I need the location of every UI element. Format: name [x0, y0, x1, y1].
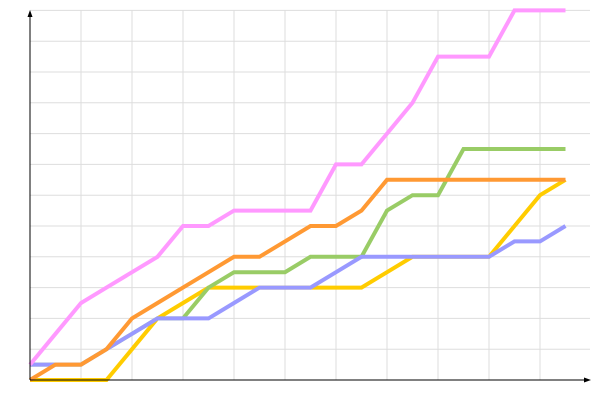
grid: [30, 9, 590, 380]
y-axis-arrow-icon: [27, 10, 33, 17]
series-line-5: [28, 8, 566, 366]
x-axis-arrow-icon: [584, 377, 591, 383]
series-lines: [28, 8, 567, 382]
axes: [27, 10, 591, 383]
series-line-4: [28, 177, 566, 382]
series-line-3: [30, 224, 567, 367]
